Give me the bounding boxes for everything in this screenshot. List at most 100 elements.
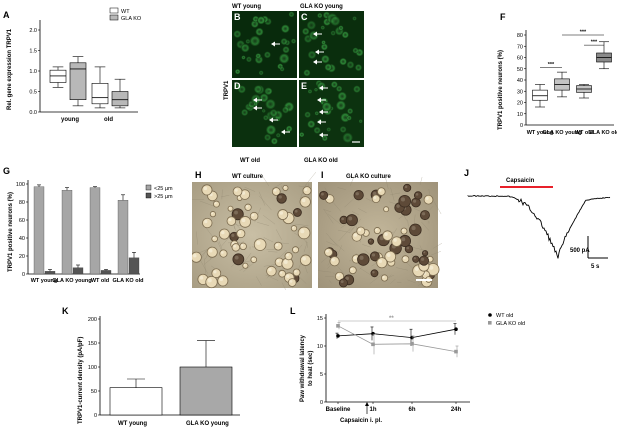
cell-body [211,235,218,243]
cell-highlight [234,188,238,192]
neuron [314,111,319,116]
legend-marker-glako-old [488,321,492,325]
cell-body [232,253,245,266]
neurite [390,278,396,284]
cell-highlight [283,259,288,264]
arrow-head-icon [269,117,273,123]
box [49,69,67,83]
cell-highlight [423,251,426,254]
cell-highlight [350,267,353,271]
cell-body [278,269,286,278]
neuron [353,85,361,93]
neurite [337,187,346,190]
cell-body [413,191,423,200]
significance-mark: *** [591,40,598,46]
y-tick-label: 40 [517,78,523,84]
neurite [268,251,278,253]
cell-highlight [429,265,434,270]
neurite [406,262,415,270]
cell-highlight [279,211,284,215]
cell-body [367,238,375,245]
neuron [241,108,249,117]
neurite [432,199,442,215]
cell-body [266,265,277,277]
cell-body [236,229,246,239]
cell-body [249,211,259,221]
neurite [244,186,256,192]
panel-label-e: E [301,81,307,91]
cell-body [250,256,258,263]
legend-label-wt: WT [121,9,130,15]
cell-highlight [294,270,297,273]
neuron [339,57,347,66]
neuron [330,81,338,89]
neuron [335,100,347,111]
panel-a-xlabel-young: young [61,117,79,123]
neuron [326,127,332,132]
cell-highlight [276,259,280,263]
cell-body [319,190,329,200]
cell-body [206,246,218,258]
neurite [413,208,423,213]
arrow-head-icon [319,109,323,115]
cell-highlight [353,256,357,260]
neuron [253,101,258,107]
neuron [341,31,349,39]
cell-body [299,196,311,208]
cell-highlight [353,233,358,237]
bar [109,387,163,416]
cell-highlight [192,253,197,258]
cell-highlight [393,238,397,242]
neuron [352,16,357,21]
title-glako-young: GLA KO young [300,4,343,10]
cell-highlight [208,248,213,253]
neurite [198,249,207,254]
y-tick-label: 80 [517,33,523,39]
neurite [428,206,434,212]
x-tick-label: WT young [31,278,58,284]
panel-label-k: K [62,306,69,316]
arrow-up-icon [365,402,369,406]
arrow-head-icon [315,49,319,55]
neuron [307,89,313,94]
cell-body [329,256,340,267]
neuron [234,69,241,75]
neuron [321,40,326,45]
cell-highlight [403,256,406,260]
cell-body [409,223,422,237]
neurite [348,227,354,232]
arrow-head-icon [271,41,275,47]
cell-highlight [289,279,293,283]
cell-highlight [320,192,324,196]
bar [179,366,233,416]
neurite [256,276,262,286]
arrow-head-icon [313,59,317,65]
neurite [349,260,351,262]
neuron [285,125,293,133]
y-tick-label: 5 [320,372,323,378]
legend-label-glako: GLA KO [121,16,142,22]
panel-a-xlabel-old: old [104,117,113,123]
y-tick-label: 60 [19,218,25,224]
arrow-head-icon [319,132,323,138]
y-tick-label: 0 [520,123,523,129]
cell-body [403,183,412,192]
data-point [454,327,458,331]
title-glako-old: GLA KO old [304,158,338,164]
cell-highlight [375,228,378,231]
cell-body [292,246,300,254]
cell-body [227,205,234,212]
cell-body [218,228,230,240]
cell-body [284,252,293,261]
cell-body [302,186,312,196]
bar [100,270,112,275]
panel-a-boxplot: A Rel. gene expression TRPV1 0.0 0.5 1.0 1.… [3,7,142,123]
neurite [199,200,215,207]
cell-highlight [238,230,242,234]
cell-highlight [279,271,283,274]
legend-label-wt-old: WT old [496,313,513,319]
cell-highlight [238,196,240,199]
neurite [327,213,342,226]
neurite [323,209,332,213]
panel-k-bars [109,340,233,416]
